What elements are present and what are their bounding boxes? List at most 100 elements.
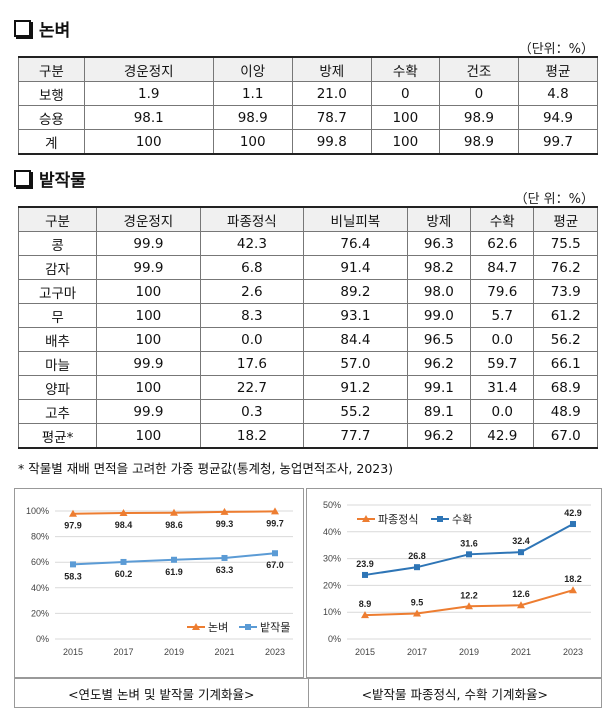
data-point [569,586,577,594]
table-cell: 84.4 [303,327,408,352]
footnote: * 작물별 재배 면적을 고려한 가중 평균값(통계청, 농업면적조사, 202… [18,461,394,476]
data-label: 42.9 [564,508,582,518]
data-point [570,521,576,528]
header-cell: 경운정지 [96,206,201,232]
table-cell: 4.8 [517,81,599,106]
table-cell: 99.0 [406,303,472,328]
table-cell: 0.0 [470,399,535,424]
data-point [120,558,127,565]
table-cell: 18.2 [199,423,305,449]
table-cell: 55.2 [303,399,408,424]
legend-marker [245,624,251,630]
table-cell: 0 [438,81,519,106]
data-label: 99.7 [266,518,284,528]
header-cell: 방제 [291,56,372,82]
rice-section-title: 논벼 [14,16,70,41]
table-cell: 31.4 [470,375,535,400]
legend-label: 밭작물 [260,621,290,634]
table-cell: 77.7 [303,423,408,449]
table-cell: 99.7 [517,129,599,155]
data-label: 63.3 [216,565,234,575]
data-label: 26.8 [408,551,426,561]
row-label: 양파 [17,375,98,400]
checkbox-square-icon [14,170,31,187]
table-row: 계 100 100 99.8 100 98.9 99.7 [18,129,599,155]
data-label: 61.9 [165,567,183,577]
table-cell: 91.4 [303,255,408,280]
rice-unit: （단위：%） [518,42,594,57]
x-tick-label: 2023 [265,647,285,657]
table-cell: 8.3 [199,303,305,328]
y-tick-label: 80% [31,532,49,542]
table-cell: 75.5 [533,231,598,256]
table-row: 보행 1.9 1.1 21.0 0 0 4.8 [18,81,599,106]
x-tick-label: 2015 [63,647,83,657]
table-cell: 99.9 [96,231,201,256]
data-point [69,509,77,517]
row-label: 감자 [17,255,98,280]
data-label: 99.3 [216,519,234,529]
table-cell: 98.0 [406,279,472,304]
table-row: 감자 99.9 6.8 91.4 98.2 84.7 76.2 [17,255,598,280]
header-cell: 경운정지 [83,56,214,82]
row-label: 보행 [18,81,85,106]
x-tick-label: 2023 [563,647,583,657]
table-cell: 0.0 [199,327,305,352]
y-tick-label: 20% [323,580,341,590]
data-label: 60.2 [115,569,133,579]
table-cell: 73.9 [533,279,598,304]
data-point [466,551,472,558]
data-point [465,602,473,610]
y-tick-label: 30% [323,554,341,564]
field-table-header: 구분 경운정지 파종정식 비닐피복 방제 수확 평균 [17,206,598,232]
data-label: 97.9 [64,521,82,531]
table-cell: 96.3 [406,231,472,256]
table-cell: 59.7 [470,351,535,376]
table-cell: 98.9 [438,129,519,155]
table-cell: 98.9 [212,105,293,130]
table-row: 배추 100 0.0 84.4 96.5 0.0 56.2 [17,327,598,352]
table-row: 평균* 100 18.2 77.7 96.2 42.9 67.0 [17,423,598,449]
header-cell: 방제 [406,206,472,232]
data-label: 12.6 [512,589,530,599]
table-cell: 98.2 [406,255,472,280]
legend-marker [192,623,200,630]
table-cell: 89.2 [303,279,408,304]
table-row: 무 100 8.3 93.1 99.0 5.7 61.2 [17,303,598,328]
table-row: 고추 99.9 0.3 55.2 89.1 0.0 48.9 [17,399,598,424]
data-point [517,601,525,609]
table-row: 마늘 99.9 17.6 57.0 96.2 59.7 66.1 [17,351,598,376]
table-cell: 99.9 [96,255,201,280]
row-label: 고구마 [17,279,98,304]
table-cell: 17.6 [199,351,305,376]
table-cell: 68.9 [533,375,598,400]
table-cell: 0.0 [470,327,535,352]
y-tick-label: 20% [31,608,49,618]
x-tick-label: 2017 [113,647,133,657]
table-cell: 79.6 [470,279,535,304]
row-label: 무 [17,303,98,328]
chart-mechanization-by-year: 0% 20% 40% 60% 80% 100% 2015 2017 2019 2021 2023 97… [14,488,304,678]
data-point [220,507,229,515]
y-tick-label: 50% [323,500,341,510]
rice-table-header: 구분 경운정지 이앙 방제 수확 건조 평균 [18,56,599,82]
table-cell: 21.0 [291,81,372,106]
data-point [119,509,128,517]
header-cell: 구분 [17,206,98,232]
table-row: 양파 100 22.7 91.2 99.1 31.4 68.9 [17,375,598,400]
data-point [414,564,420,571]
table-cell: 76.2 [533,255,598,280]
caption-left: <연도별 논벼 및 밭작물 기계화율> [68,686,255,702]
y-tick-label: 60% [31,557,49,567]
legend-label: 논벼 [208,621,228,634]
table-cell: 78.7 [291,105,372,130]
table-cell: 22.7 [199,375,305,400]
table-cell: 91.2 [303,375,408,400]
x-tick-label: 2019 [164,647,184,657]
chart-sowing-harvest-svg: 0% 10% 20% 30% 40% 50% 2015 2017 2019 2021 2023 8.9… [323,500,591,657]
data-label: 12.2 [460,590,478,600]
header-cell: 건조 [438,56,519,82]
table-cell: 1.9 [83,81,214,106]
field-unit: （단 위：%） [514,192,594,207]
row-label: 콩 [17,231,98,256]
